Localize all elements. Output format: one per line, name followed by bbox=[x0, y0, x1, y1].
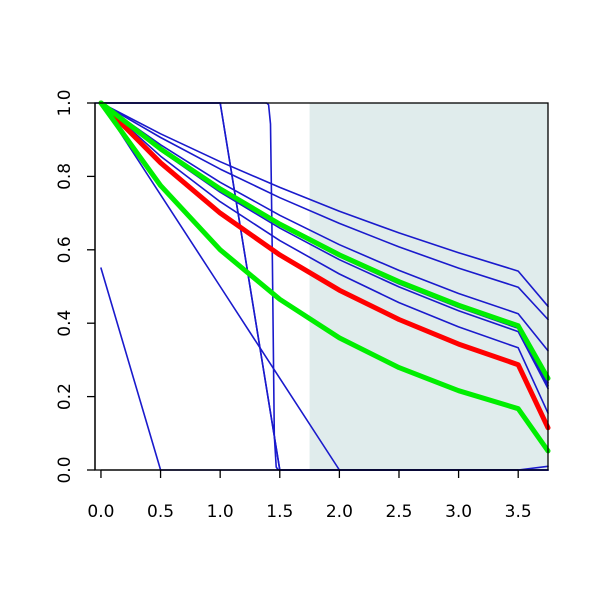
series-line-blue-3 bbox=[100, 102, 549, 352]
x-tick-label: 3.5 bbox=[505, 502, 532, 522]
series-line-red-12 bbox=[98, 100, 551, 431]
series-line-blue-7 bbox=[100, 102, 549, 414]
x-axis: 0.0 0.5 1.0 1.5 2.0 2.5 3.0 3.5 bbox=[87, 469, 532, 522]
x-tick-label: 2.5 bbox=[385, 502, 412, 522]
series-line-green-13 bbox=[98, 100, 551, 381]
y-tick-label: 0.8 bbox=[55, 163, 75, 190]
x-tick-label: 1.0 bbox=[207, 502, 234, 522]
y-tick-label: 0.4 bbox=[55, 310, 75, 337]
x-tick-label: 0.0 bbox=[87, 502, 114, 522]
x-tick-label: 0.5 bbox=[147, 502, 174, 522]
y-tick-label: 0.2 bbox=[55, 383, 75, 410]
shaded-region bbox=[309, 103, 548, 470]
series-line-blue-2 bbox=[100, 102, 549, 321]
y-tick-label: 1.0 bbox=[55, 89, 75, 116]
y-axis: 0.0 0.2 0.4 0.6 0.8 1.0 bbox=[55, 89, 96, 484]
x-tick-label: 1.5 bbox=[266, 502, 293, 522]
series-line-green-14 bbox=[98, 100, 551, 454]
x-tick-label: 3.0 bbox=[445, 502, 472, 522]
series-line-blue-1 bbox=[100, 102, 549, 308]
y-tick-label: 0.0 bbox=[55, 456, 75, 483]
y-tick-label: 0.6 bbox=[55, 236, 75, 263]
x-tick-label: 2.0 bbox=[326, 502, 353, 522]
